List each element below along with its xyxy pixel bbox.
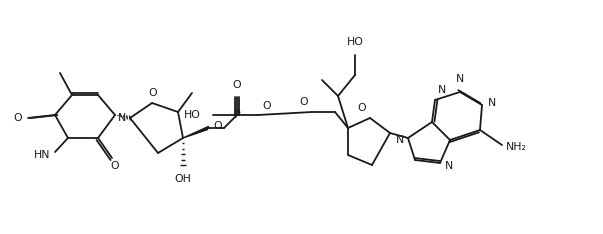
Text: O: O xyxy=(233,80,241,90)
Text: N: N xyxy=(488,98,496,108)
Text: N: N xyxy=(456,74,464,84)
Polygon shape xyxy=(183,126,209,138)
Text: N: N xyxy=(118,113,126,123)
Text: N: N xyxy=(438,85,446,95)
Text: HO: HO xyxy=(347,37,364,47)
Text: HO: HO xyxy=(184,110,201,120)
Text: P: P xyxy=(234,110,241,120)
Text: O: O xyxy=(262,101,271,111)
Text: OH: OH xyxy=(174,174,191,184)
Text: O: O xyxy=(358,103,366,113)
Text: HN: HN xyxy=(34,150,50,160)
Text: O: O xyxy=(111,161,119,171)
Text: N: N xyxy=(396,135,404,145)
Text: O: O xyxy=(213,121,222,131)
Text: O: O xyxy=(299,97,308,107)
Text: N: N xyxy=(445,161,453,171)
Text: O: O xyxy=(149,88,157,98)
Text: NH₂: NH₂ xyxy=(505,142,526,152)
Text: P: P xyxy=(234,110,241,120)
Text: O: O xyxy=(13,113,22,123)
